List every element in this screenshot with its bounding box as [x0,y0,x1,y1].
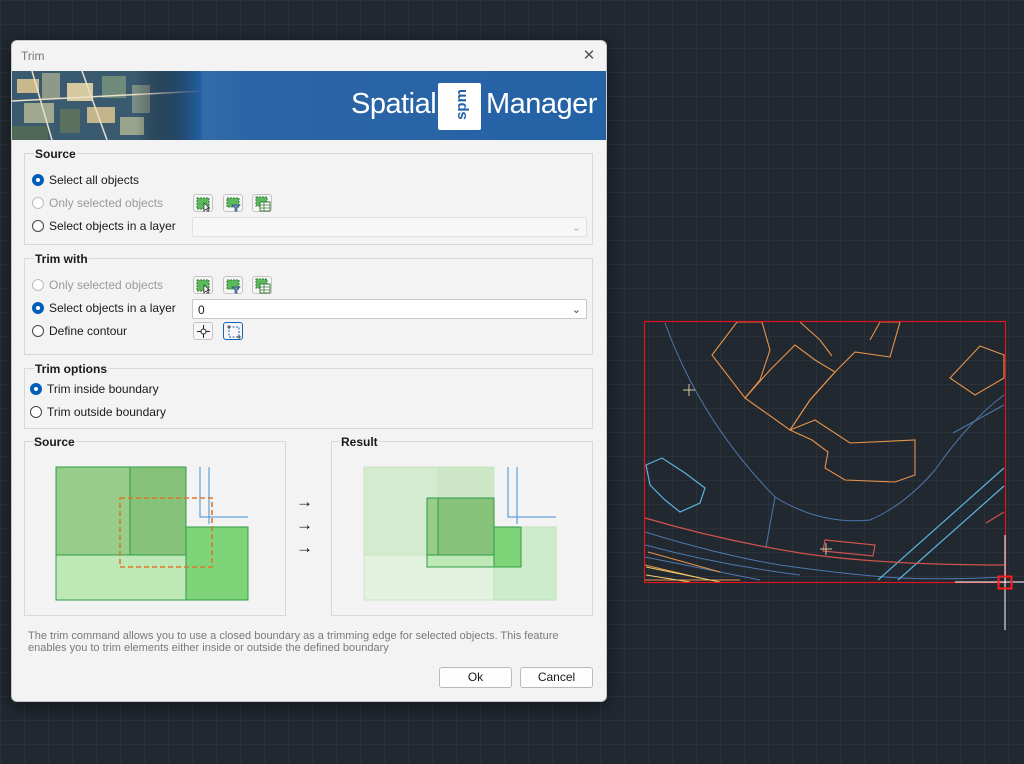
source-group-title: Source [34,147,77,161]
source-preview-illustration [55,466,249,601]
cursor-crosshair [955,535,1024,630]
trim-dialog: Trim ✕ Spatial [11,40,607,702]
trim-with-only-selected-radio: Only selected objects [32,276,163,294]
ok-button[interactable]: Ok [439,667,512,688]
cancel-button[interactable]: Cancel [520,667,593,688]
radio-label: Trim outside boundary [47,405,166,419]
radio-label: Define contour [49,324,128,338]
select-objects-table-icon[interactable] [252,194,272,212]
trim-options-group: Trim options [24,362,593,429]
cursor-pickbox [997,575,1013,590]
radio-label: Select all objects [49,173,140,187]
yellow-lines [645,566,721,583]
result-preview: Result [331,435,593,616]
radio-label: Select objects in a layer [49,219,176,233]
trim-boundary[interactable] [643,320,1007,584]
result-preview-illustration [363,466,557,601]
select-objects-pick-icon[interactable] [193,276,213,294]
trim-with-layer-select[interactable]: 0 ⌄ [192,299,587,319]
spm-logo: spm [438,83,481,130]
radio-label: Only selected objects [49,278,164,292]
radio-indicator[interactable] [32,220,44,232]
trim-with-layer-value: 0 [198,303,205,317]
select-objects-pick-icon[interactable] [193,194,213,212]
brand-text-right: Manager [486,88,597,120]
define-contour-radio[interactable]: Define contour [32,322,127,340]
road-lines [644,322,1005,581]
radio-label: Trim inside boundary [47,382,159,396]
radio-indicator[interactable] [32,325,44,337]
source-preview-title: Source [33,435,76,449]
radio-indicator [32,197,44,209]
source-select-all-radio[interactable]: Select all objects [32,171,139,189]
source-preview: Source [24,435,286,616]
select-contour-icon[interactable] [223,322,243,340]
arrow-icon: → [296,538,313,557]
arrow-icon: → [296,492,313,511]
select-objects-filter-icon[interactable] [223,276,243,294]
select-objects-filter-icon[interactable] [223,194,243,212]
select-objects-table-icon[interactable] [252,276,272,294]
aerial-photo-banner [12,71,202,140]
dialog-titlebar[interactable]: Trim ✕ [12,41,606,71]
trim-inside-radio[interactable]: Trim inside boundary [30,380,159,398]
water-lines [645,457,1005,581]
radio-indicator [32,279,44,291]
trim-outside-radio[interactable]: Trim outside boundary [30,403,166,421]
radio-indicator[interactable] [32,302,44,314]
source-only-selected-radio: Only selected objects [32,194,163,212]
radio-label: Select objects in a layer [49,301,176,315]
result-preview-title: Result [340,435,379,449]
source-layer-radio[interactable]: Select objects in a layer [32,217,176,235]
trim-with-layer-radio[interactable]: Select objects in a layer [32,299,176,317]
spm-logo-text: spm [452,89,470,120]
radio-indicator[interactable] [32,174,44,186]
crosshair-markers [683,384,832,555]
trim-description: The trim command allows you to use a clo… [28,630,559,654]
close-icon[interactable]: ✕ [582,47,596,64]
spatial-manager-banner: Spatial spm Manager [12,71,606,140]
trim-options-group-title: Trim options [34,362,108,376]
arrow-icon: → [296,515,313,534]
dialog-title: Trim [21,49,45,63]
red-road-edge [644,511,1005,566]
chevron-down-icon: ⌄ [571,222,581,234]
trim-with-group-title: Trim with [34,252,89,266]
radio-indicator[interactable] [30,406,42,418]
source-layer-select: ⌄ [192,217,587,237]
brand-text-left: Spatial [351,88,437,120]
pick-point-icon[interactable] [193,322,213,340]
chevron-down-icon: ⌄ [571,304,581,316]
radio-label: Only selected objects [49,196,164,210]
radio-indicator[interactable] [30,383,42,395]
